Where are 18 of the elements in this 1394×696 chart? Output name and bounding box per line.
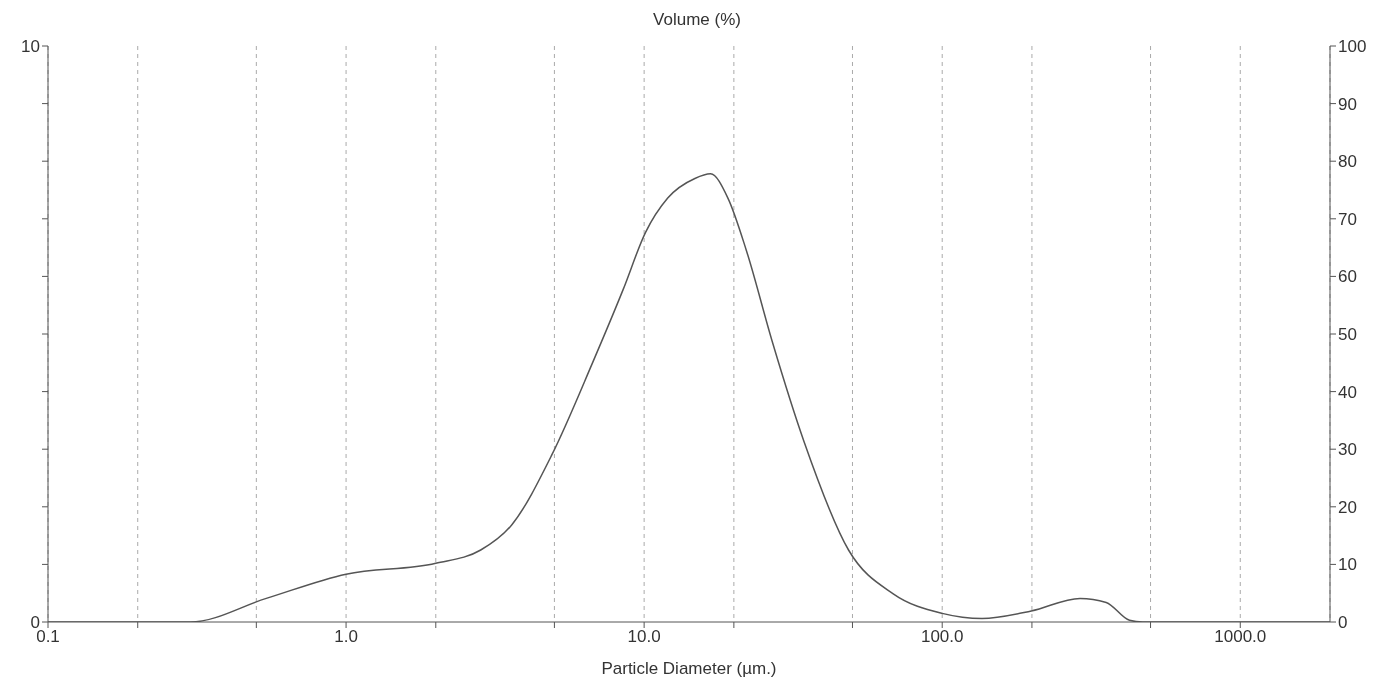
x-tick-label: 1000.0 (1214, 627, 1267, 647)
x-tick-label: 0.1 (36, 627, 60, 647)
y2-tick-label: 90 (1338, 94, 1357, 114)
x-tick-label: 1.0 (334, 627, 358, 647)
y2-tick-label: 80 (1338, 152, 1357, 172)
y2-tick-label: 30 (1338, 440, 1357, 460)
y2-tick-label: 50 (1338, 325, 1357, 345)
x-tick-label: 100.0 (920, 627, 964, 647)
y2-tick-label: 20 (1338, 497, 1357, 517)
y2-tick-label: 0 (1338, 613, 1348, 633)
chart-title: Volume (%) (652, 10, 742, 30)
y2-tick-label: 60 (1338, 267, 1357, 287)
x-tick-label: 10.0 (627, 627, 661, 647)
y2-tick-label: 100 (1338, 37, 1367, 57)
x-axis-title: Particle Diameter (µm.) (601, 659, 777, 678)
y2-tick-label: 40 (1338, 382, 1357, 402)
y2-tick-label: 70 (1338, 209, 1357, 229)
y2-tick-label: 10 (1338, 555, 1357, 575)
